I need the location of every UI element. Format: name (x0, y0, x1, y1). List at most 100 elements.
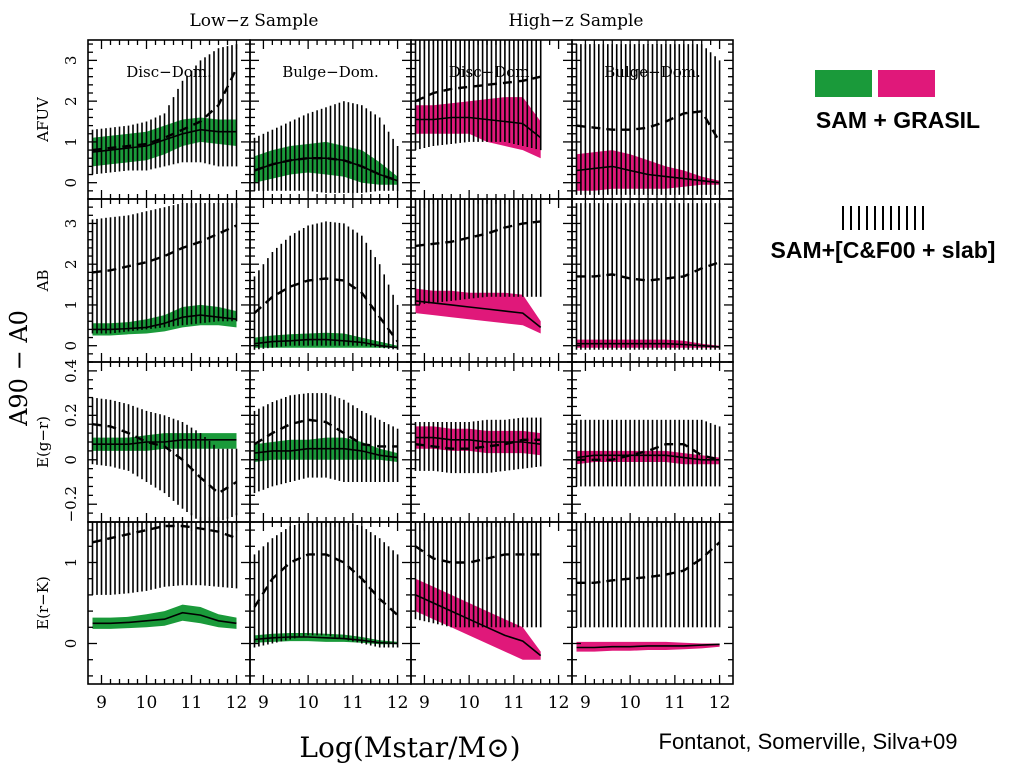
grasil-median-line (576, 454, 720, 461)
panel-plot-area (414, 417, 542, 474)
slab-median-line (576, 261, 720, 282)
panel-r1-c0 (87, 198, 251, 363)
y-tick-label: 1 (62, 300, 80, 310)
x-tick-label: 10 (297, 693, 319, 713)
panel-plot-area (575, 44, 721, 195)
panel-r1-c3 (571, 198, 734, 363)
row-y-label: E(r−K) (34, 576, 52, 630)
slab-median-line (576, 443, 720, 461)
panel-plot-area (253, 522, 399, 648)
grasil-median-line (254, 338, 398, 349)
slab-median-line (576, 110, 721, 143)
x-tick-label: 9 (96, 693, 107, 713)
slab-median-line (92, 224, 237, 274)
y-tick-label: 1 (62, 137, 80, 147)
x-tick-label: 10 (619, 693, 641, 713)
column-label: Bulge−Dom. (282, 63, 379, 81)
grasil-median-line (415, 300, 542, 329)
y-tick-label: 3 (62, 56, 80, 66)
y-tick-label: 0 (62, 639, 80, 649)
grasil-median-line (415, 116, 542, 139)
x-tick-label: 12 (709, 693, 731, 713)
legend-grasil-swatch-magenta (878, 70, 935, 97)
y-tick-label: 0.2 (62, 403, 80, 427)
x-tick-label: 10 (136, 693, 158, 713)
panel-plot-area (253, 101, 399, 193)
legend-slab-label: SAM+[C&F00 + slab] (771, 237, 996, 263)
grasil-band (576, 641, 720, 652)
panel-plot-area (253, 393, 399, 494)
legend: SAM + GRASIL SAM+[C&F00 + slab] (771, 70, 996, 263)
y-tick-label: −0.2 (62, 486, 80, 522)
panel-r0-c3 (571, 39, 734, 200)
panel-plot-area (91, 397, 238, 522)
legend-slab-swatch (842, 206, 924, 230)
legend-grasil-label: SAM + GRASIL (816, 107, 980, 133)
x-tick-label: 11 (342, 693, 364, 713)
panel-r3-c3 (571, 521, 734, 685)
panel-r3-c0 (87, 521, 251, 685)
grasil-median-line (92, 128, 237, 153)
grasil-median-line (576, 643, 720, 649)
low-z-title: Low−z Sample (190, 11, 319, 31)
grasil-median-line (92, 439, 237, 445)
y-super-label: A90 − A0 (5, 310, 33, 427)
x-tick-label: 9 (419, 693, 430, 713)
grasil-band (92, 604, 237, 629)
column-label: Disc−Dom. (449, 63, 535, 81)
y-tick-label: 0 (62, 455, 80, 465)
panel-r0-c0 (87, 39, 251, 200)
column-label: Bulge−Dom. (604, 63, 701, 81)
x-tick-label: 12 (387, 693, 409, 713)
panel-plot-area (575, 203, 721, 350)
grasil-median-line (92, 314, 237, 331)
slab-median-line (415, 438, 541, 450)
panel-plot-area (575, 522, 721, 652)
grasil-median-line (254, 447, 398, 459)
grasil-median-line (254, 636, 398, 645)
x-tick-label: 11 (503, 693, 525, 713)
panel-r2-c1 (249, 361, 412, 523)
slab-median-line (92, 524, 237, 544)
panel-r1-c1 (249, 198, 412, 363)
slab-median-line (253, 277, 399, 343)
citation: Fontanot, Somerville, Silva+09 (659, 729, 958, 754)
legend-grasil-swatch-green (815, 70, 872, 97)
y-tick-label: 3 (62, 219, 80, 229)
grasil-median-line (576, 342, 720, 348)
row-y-label: AFUV (34, 96, 52, 143)
panel-r3-c1 (249, 521, 412, 685)
y-tick-label: 2 (62, 259, 80, 269)
x-tick-label: 12 (226, 693, 248, 713)
panel-plot-area (414, 40, 542, 159)
panel-r2-c0 (87, 361, 251, 523)
slab-median-line (415, 220, 541, 248)
x-tick-label: 9 (258, 693, 269, 713)
panel-r3-c2 (410, 521, 573, 685)
panel-plot-area (575, 419, 721, 487)
grasil-median-line (92, 611, 237, 625)
panel-plot-area (414, 199, 542, 334)
grasil-median-line (415, 594, 542, 657)
row-y-label: E(g−r) (34, 416, 52, 468)
x-tick-label: 12 (548, 693, 570, 713)
panel-plot-area (253, 221, 399, 350)
y-tick-label: 0 (62, 178, 80, 188)
panel-plot-area (91, 203, 238, 336)
panel-plot-area (91, 44, 238, 175)
panel-plot-area (91, 522, 238, 629)
slab-median-line (576, 541, 721, 584)
panel-r2-c2 (410, 361, 573, 523)
panel-r1-c2 (410, 198, 573, 363)
y-tick-label: 1 (62, 558, 80, 568)
slab-median-line (254, 157, 398, 182)
x-axis-label: Log(Mstar/M⊙) (299, 731, 520, 764)
y-tick-label: 0.4 (62, 359, 80, 383)
slab-median-line (253, 418, 398, 448)
grasil-median-line (415, 436, 541, 445)
grasil-median-line (576, 165, 720, 184)
y-tick-label: 2 (62, 96, 80, 106)
slab-median-line (415, 75, 541, 103)
